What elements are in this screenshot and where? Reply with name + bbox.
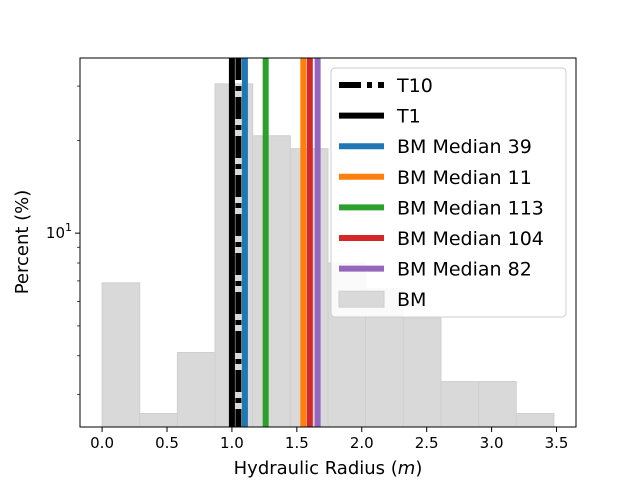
histogram-bar bbox=[478, 381, 517, 428]
histogram-bar bbox=[515, 412, 555, 428]
axes bbox=[79, 57, 577, 428]
x-tick-label: 1.0 bbox=[220, 434, 244, 452]
y-axis-label: Percent (%) bbox=[12, 190, 33, 295]
histogram-bar bbox=[139, 412, 178, 428]
legend: T10 T1 BM Median 39 BM Median 11 BM Median 1… bbox=[330, 67, 567, 318]
histogram-bar bbox=[402, 317, 442, 428]
legend-label: BM Median 113 bbox=[397, 197, 544, 219]
legend-label: BM bbox=[397, 289, 426, 311]
x-tick-label: 0.0 bbox=[90, 434, 114, 452]
x-axis-label-end: ) bbox=[415, 458, 422, 479]
y-ticks: 101 bbox=[46, 85, 80, 395]
x-ticks: 0.0 0.5 1.0 1.5 2.0 2.5 3.0 3.5 bbox=[90, 427, 568, 452]
legend-label: BM Median 82 bbox=[397, 259, 532, 281]
x-axis-label-unit: m bbox=[398, 458, 416, 479]
histogram-bar bbox=[252, 135, 291, 428]
legend-label: BM Median 39 bbox=[397, 136, 532, 158]
y-tick-label: 101 bbox=[46, 221, 72, 242]
x-tick-label: 2.5 bbox=[415, 434, 439, 452]
plot-frame bbox=[79, 57, 577, 428]
histogram-bar bbox=[440, 381, 480, 428]
median-lines bbox=[228, 58, 321, 427]
legend-label: BM Median 104 bbox=[397, 228, 544, 250]
x-tick-label: 1.5 bbox=[285, 434, 309, 452]
x-tick-label: 3.5 bbox=[545, 434, 569, 452]
legend-swatch bbox=[338, 290, 385, 308]
x-axis-label: Hydraulic Radius (m) bbox=[234, 458, 423, 479]
legend-box bbox=[330, 67, 567, 318]
histogram-bar bbox=[101, 282, 141, 428]
x-axis-label-main: Hydraulic Radius ( bbox=[234, 458, 398, 479]
legend-label: T1 bbox=[396, 106, 421, 128]
legend-label: BM Median 11 bbox=[397, 167, 532, 189]
x-tick-label: 0.5 bbox=[155, 434, 179, 452]
x-tick-label: 3.0 bbox=[480, 434, 504, 452]
legend-label: T10 bbox=[396, 75, 433, 97]
histogram-bar bbox=[176, 351, 216, 428]
x-tick-label: 2.0 bbox=[350, 434, 374, 452]
